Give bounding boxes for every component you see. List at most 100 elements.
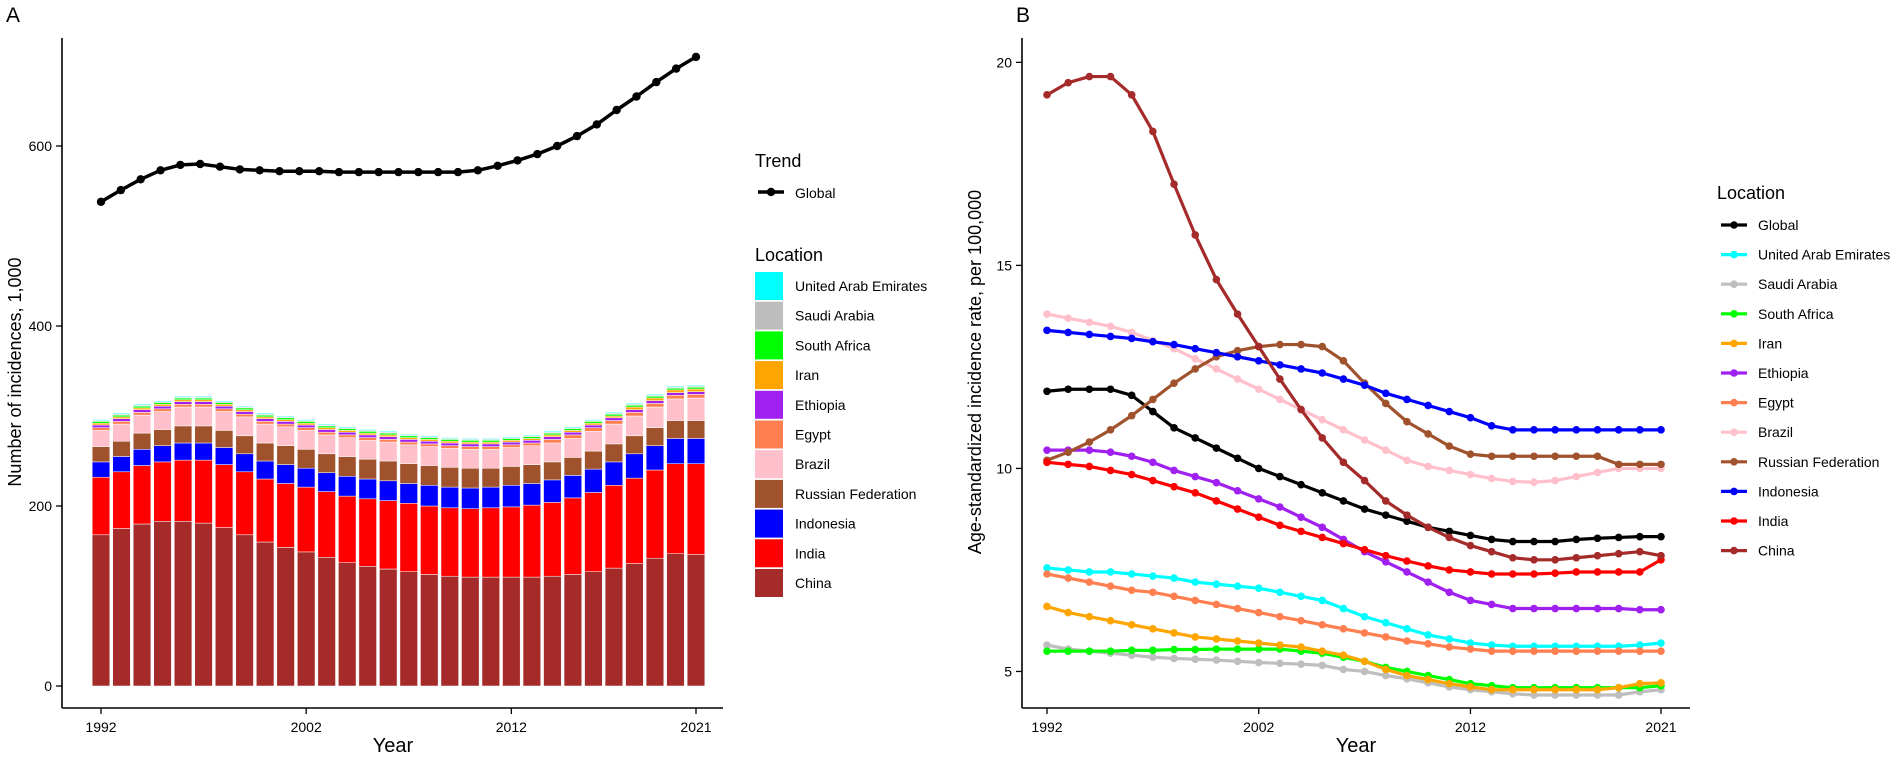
trend-point-global bbox=[394, 167, 403, 177]
bar-egypt-2014 bbox=[543, 439, 562, 444]
bar-united-arab-emirates-2017 bbox=[604, 412, 624, 414]
panel-a-bars bbox=[91, 385, 706, 687]
bar-united-arab-emirates-2013 bbox=[522, 434, 541, 437]
bar-iran-2008 bbox=[420, 439, 439, 442]
point-china bbox=[1254, 342, 1263, 351]
b-legend-point-egypt bbox=[1730, 398, 1738, 407]
bar-brazil-1994 bbox=[132, 414, 152, 434]
point-saudi-arabia bbox=[1233, 657, 1242, 666]
point-china bbox=[1297, 405, 1305, 414]
bar-egypt-2007 bbox=[399, 441, 418, 446]
point-iran bbox=[1614, 683, 1623, 692]
point-global bbox=[1381, 511, 1390, 519]
point-egypt bbox=[1212, 600, 1221, 609]
bar-india-2002 bbox=[297, 486, 316, 553]
point-iran bbox=[1318, 647, 1327, 655]
point-russian-federation bbox=[1614, 460, 1623, 469]
bar-indonesia-2004 bbox=[338, 476, 357, 497]
point-iran bbox=[1254, 639, 1263, 647]
legend-label-egypt: Egypt bbox=[795, 427, 831, 443]
bar-south-africa-1998 bbox=[215, 402, 234, 405]
trend-point-global bbox=[414, 167, 423, 177]
bar-china-2019 bbox=[645, 557, 665, 687]
legend-label-china: China bbox=[795, 575, 832, 591]
bar-russian-federation-1995 bbox=[153, 429, 172, 446]
point-india bbox=[1339, 539, 1348, 548]
bar-india-2013 bbox=[522, 504, 541, 578]
bar-south-africa-2004 bbox=[338, 428, 357, 431]
point-india bbox=[1127, 470, 1136, 479]
point-india bbox=[1297, 527, 1305, 536]
bar-iran-2014 bbox=[543, 434, 562, 437]
point-indonesia bbox=[1064, 328, 1072, 337]
bar-egypt-2016 bbox=[584, 427, 603, 432]
point-indonesia bbox=[1657, 426, 1665, 434]
bar-iran-2002 bbox=[297, 422, 316, 426]
bar-united-arab-emirates-2019 bbox=[645, 394, 665, 396]
bar-ethiopia-2000 bbox=[256, 418, 275, 422]
b-legend-label-united-arab-emirates: United Arab Emirates bbox=[1758, 247, 1890, 263]
point-russian-federation bbox=[1636, 460, 1644, 469]
bar-china-1996 bbox=[173, 521, 193, 687]
bar-ethiopia-2007 bbox=[399, 439, 418, 443]
point-india bbox=[1593, 568, 1602, 576]
bar-united-arab-emirates-2016 bbox=[584, 419, 603, 421]
point-south-africa bbox=[1212, 645, 1221, 653]
bar-indonesia-1998 bbox=[215, 447, 234, 465]
point-china bbox=[1445, 533, 1454, 542]
point-brazil bbox=[1360, 436, 1369, 444]
point-united-arab-emirates bbox=[1149, 572, 1157, 580]
point-india bbox=[1360, 545, 1369, 554]
trend-point-global bbox=[235, 165, 245, 174]
bar-south-africa-2015 bbox=[563, 428, 582, 431]
bar-united-arab-emirates-1997 bbox=[194, 395, 213, 398]
bar-india-1992 bbox=[91, 476, 111, 536]
bar-south-africa-2014 bbox=[543, 432, 562, 436]
bar-india-2000 bbox=[256, 478, 275, 543]
point-indonesia bbox=[1085, 330, 1094, 339]
bar-indonesia-1999 bbox=[235, 453, 254, 473]
legend-label-india: India bbox=[795, 545, 826, 561]
point-global bbox=[1318, 488, 1327, 497]
point-global bbox=[1360, 505, 1369, 513]
bar-brazil-1993 bbox=[112, 423, 131, 442]
point-egypt bbox=[1487, 647, 1496, 655]
point-india bbox=[1508, 570, 1517, 578]
bar-brazil-1999 bbox=[235, 416, 254, 437]
trend-point-global bbox=[334, 167, 344, 177]
bar-iran-2001 bbox=[276, 419, 295, 422]
bar-south-africa-2013 bbox=[522, 436, 541, 439]
bar-iran-2018 bbox=[625, 406, 644, 410]
point-brazil bbox=[1572, 472, 1581, 481]
bar-brazil-2019 bbox=[645, 406, 665, 428]
legend-label-ethiopia: Ethiopia bbox=[795, 397, 846, 413]
point-russian-federation bbox=[1127, 411, 1136, 420]
bar-brazil-2003 bbox=[317, 434, 336, 455]
point-china bbox=[1614, 549, 1623, 558]
point-china bbox=[1127, 91, 1136, 99]
point-egypt bbox=[1339, 625, 1348, 633]
point-india bbox=[1233, 505, 1242, 513]
bar-indonesia-2000 bbox=[256, 460, 275, 480]
bar-south-africa-1994 bbox=[132, 405, 152, 409]
trend-point-global bbox=[433, 167, 443, 177]
bar-egypt-2003 bbox=[317, 431, 336, 436]
bar-russian-federation-2015 bbox=[563, 457, 582, 476]
bar-south-africa-2008 bbox=[420, 437, 439, 440]
bar-united-arab-emirates-2008 bbox=[420, 435, 439, 437]
point-saudi-arabia bbox=[1318, 661, 1327, 670]
bar-ethiopia-2014 bbox=[543, 436, 562, 440]
point-china bbox=[1233, 310, 1242, 318]
b-legend-label-egypt: Egypt bbox=[1758, 395, 1794, 411]
point-ethiopia bbox=[1254, 495, 1263, 503]
point-iran bbox=[1487, 685, 1496, 694]
point-united-arab-emirates bbox=[1191, 578, 1200, 586]
bar-ethiopia-1995 bbox=[153, 405, 172, 410]
bar-egypt-2005 bbox=[358, 437, 377, 441]
point-global bbox=[1593, 534, 1602, 543]
point-iran bbox=[1276, 641, 1284, 649]
panel-b-legend: Location Global United Arab Emirates Saudi… bbox=[1717, 183, 1890, 559]
point-egypt bbox=[1127, 586, 1136, 595]
bar-united-arab-emirates-1996 bbox=[173, 395, 193, 398]
panel-b: B 5 10 15 20 1992 2002 2012 2021 Year Age-stan… bbox=[965, 4, 1890, 757]
